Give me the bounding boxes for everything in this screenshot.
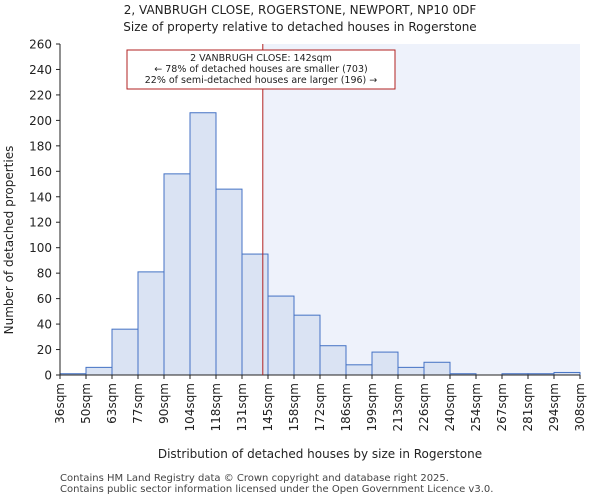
bar-145sqm xyxy=(267,295,295,376)
y-tick-label: 0 xyxy=(44,369,52,383)
x-tick-label: 50sqm xyxy=(79,383,93,424)
x-tick-label: 281sqm xyxy=(521,383,535,431)
x-tick-label: 254sqm xyxy=(469,383,483,431)
bar-104sqm xyxy=(189,112,217,376)
annotation-box: 2 VANBRUGH CLOSE: 142sqm ← 78% of detach… xyxy=(126,49,396,90)
bar-50sqm xyxy=(85,366,113,376)
x-tick-label: 158sqm xyxy=(287,383,301,431)
y-tick-label: 260 xyxy=(29,38,52,52)
y-axis-label: Number of detached properties xyxy=(2,146,16,335)
bar-131sqm xyxy=(241,253,269,376)
chart-subtitle: Size of property relative to detached ho… xyxy=(123,20,476,34)
bar-90sqm xyxy=(163,173,191,376)
x-tick-label: 308sqm xyxy=(573,383,587,431)
x-tick-label: 145sqm xyxy=(261,383,275,431)
x-tick-label: 213sqm xyxy=(391,383,405,431)
x-tick-label: 172sqm xyxy=(313,383,327,431)
bar-226sqm xyxy=(423,361,451,376)
x-tick-label: 63sqm xyxy=(105,383,119,424)
bar-63sqm xyxy=(111,328,139,376)
x-tick-label: 90sqm xyxy=(157,383,171,424)
y-tick-label: 40 xyxy=(37,318,52,332)
y-tick-label: 20 xyxy=(37,343,52,357)
x-tick-label: 104sqm xyxy=(183,383,197,431)
x-tick-label: 199sqm xyxy=(365,383,379,431)
annotation-line-1: 2 VANBRUGH CLOSE: 142sqm xyxy=(190,53,332,64)
y-tick-label: 220 xyxy=(29,88,52,102)
y-tick-label: 80 xyxy=(37,267,52,281)
y-tick-label: 60 xyxy=(37,292,52,306)
x-tick-label: 226sqm xyxy=(417,383,431,431)
y-tick-label: 240 xyxy=(29,63,52,77)
y-tick-label: 120 xyxy=(29,216,52,230)
bar-118sqm xyxy=(215,188,243,376)
x-axis-label: Distribution of detached houses by size … xyxy=(158,447,482,461)
bar-172sqm xyxy=(319,345,347,376)
x-tick-label: 131sqm xyxy=(235,383,249,431)
x-tick-label: 240sqm xyxy=(443,383,457,431)
bar-199sqm xyxy=(371,351,399,376)
x-tick-label: 77sqm xyxy=(131,383,145,424)
bar-158sqm xyxy=(293,314,321,376)
y-tick-label: 160 xyxy=(29,165,52,179)
bars-group xyxy=(59,112,581,376)
bar-77sqm xyxy=(137,271,165,376)
y-tick-label: 200 xyxy=(29,114,52,128)
x-tick-label: 294sqm xyxy=(547,383,561,431)
footer-line-2: Contains public sector information licen… xyxy=(60,484,494,495)
chart-title: 2, VANBRUGH CLOSE, ROGERSTONE, NEWPORT, … xyxy=(124,3,477,17)
y-tick-label: 100 xyxy=(29,241,52,255)
x-tick-label: 118sqm xyxy=(209,383,223,431)
footer-line-1: Contains HM Land Registry data © Crown c… xyxy=(60,473,449,484)
annotation-line-3: 22% of semi-detached houses are larger (… xyxy=(145,75,378,86)
x-tick-label: 36sqm xyxy=(53,383,67,424)
y-tick-label: 180 xyxy=(29,139,52,153)
annotation-line-2: ← 78% of detached houses are smaller (70… xyxy=(154,64,367,75)
x-axis: 36sqm 50sqm 63sqm 77sqm 90sqm 104sqm 118sqm 131… xyxy=(53,374,587,431)
x-tick-label: 186sqm xyxy=(339,383,353,431)
bar-213sqm xyxy=(397,366,425,376)
bar-186sqm xyxy=(345,364,373,376)
x-tick-label: 267sqm xyxy=(495,383,509,431)
y-tick-label: 140 xyxy=(29,190,52,204)
y-axis: 0 20 40 60 80 100 120 140 160 180 200 220 240 260 xyxy=(29,38,61,383)
